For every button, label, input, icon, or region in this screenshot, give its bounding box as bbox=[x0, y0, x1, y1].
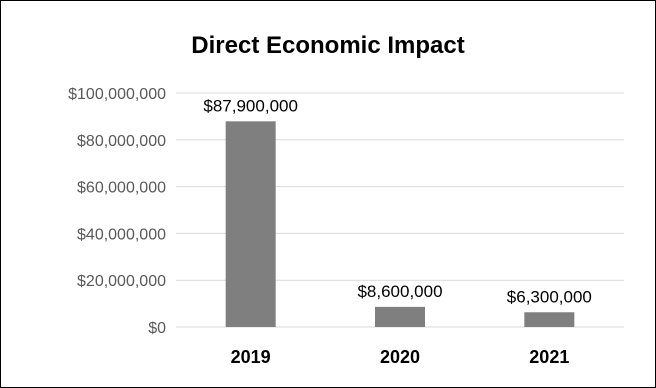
y-tick-label: $60,000,000 bbox=[77, 180, 166, 197]
data-label-2019: $87,900,000 bbox=[203, 96, 298, 115]
category-label-2019: 2019 bbox=[231, 347, 271, 367]
y-axis-tick-labels: $0 $20,000,000 $40,000,000 $60,000,000 $80,0… bbox=[68, 86, 166, 337]
chart-title: Direct Economic Impact bbox=[191, 32, 465, 59]
y-tick-label: $40,000,000 bbox=[77, 226, 166, 243]
bars bbox=[225, 121, 575, 328]
data-label-2020: $8,600,000 bbox=[357, 282, 442, 301]
category-label-2021: 2021 bbox=[529, 347, 569, 367]
y-tick-label: $80,000,000 bbox=[77, 133, 166, 150]
data-labels: $87,900,000 $8,600,000 $6,300,000 bbox=[203, 96, 591, 306]
x-axis-category-labels: 2019 2020 2021 bbox=[231, 347, 570, 367]
y-tick-label: $0 bbox=[148, 320, 166, 337]
bar-2021 bbox=[524, 312, 575, 327]
y-tick-label: $100,000,000 bbox=[68, 86, 166, 103]
data-label-2021: $6,300,000 bbox=[507, 287, 592, 306]
bar-2020 bbox=[375, 306, 425, 327]
category-label-2020: 2020 bbox=[380, 347, 420, 367]
y-tick-label: $20,000,000 bbox=[77, 273, 166, 290]
bar-2019 bbox=[225, 121, 276, 328]
